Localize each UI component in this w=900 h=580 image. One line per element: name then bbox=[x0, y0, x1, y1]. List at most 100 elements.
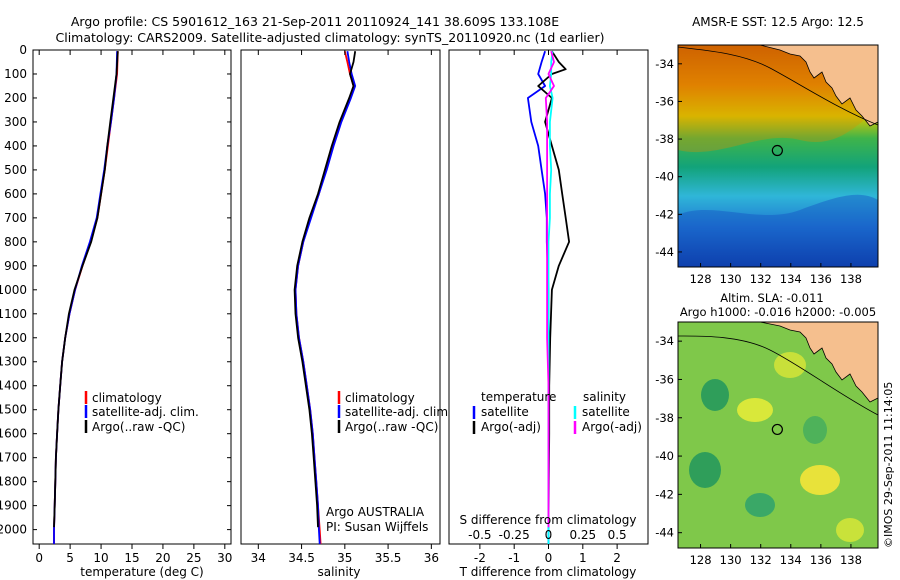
salinity-xlabel: salinity bbox=[317, 565, 360, 579]
map-lat-label: -34 bbox=[655, 57, 674, 71]
sla-anomaly bbox=[737, 398, 773, 422]
difference-legend: temperature salinity satellite Argo(-adj… bbox=[472, 390, 642, 434]
shelf-contour bbox=[678, 335, 878, 416]
depth-tick-label: 900 bbox=[4, 259, 27, 273]
x-tick-label: -1 bbox=[508, 551, 520, 565]
salinity-series bbox=[293, 50, 357, 545]
map-lat-label: -34 bbox=[655, 334, 674, 348]
x-tick-label: 1 bbox=[579, 551, 587, 565]
sla-anomaly bbox=[689, 452, 721, 488]
map-lat-label: -44 bbox=[655, 245, 674, 259]
salinity-plot-frame bbox=[240, 49, 441, 545]
map-lon-label: 132 bbox=[750, 553, 772, 567]
map-lon-label: 130 bbox=[720, 272, 742, 286]
x-tick-label: 34 bbox=[251, 551, 266, 565]
map-lat-label: -36 bbox=[655, 94, 674, 108]
depth-tick-label: 1500 bbox=[0, 403, 27, 417]
x-tick-label: 25 bbox=[186, 551, 201, 565]
depth-tick-label: 1600 bbox=[0, 427, 27, 441]
figure-title-line1: Argo profile: CS 5901612_163 21-Sep-2011… bbox=[71, 14, 559, 29]
x-tick-label: 36 bbox=[424, 551, 439, 565]
credit-text: ©IMOS 29-Sep-2011 11:14:05 bbox=[882, 382, 895, 548]
sla-map-title1: Altim. SLA: -0.011 bbox=[720, 291, 824, 305]
map-lon-label: 134 bbox=[780, 272, 802, 286]
map-lon-label: 134 bbox=[780, 553, 802, 567]
depth-tick-label: 0 bbox=[19, 43, 27, 57]
series-line-salinity-argo-adj- bbox=[544, 50, 555, 528]
sla-anomaly bbox=[745, 493, 775, 517]
x2-tick-label: 0 bbox=[545, 528, 553, 542]
x2-tick-label: 0.25 bbox=[569, 528, 596, 542]
sla-map: Altim. SLA: -0.011 Argo h1000: -0.016 h2… bbox=[655, 291, 879, 567]
legend-label-climatology: climatology bbox=[92, 391, 162, 405]
x-tick-label: 10 bbox=[93, 551, 108, 565]
series-line-argo-raw-qc- bbox=[53, 51, 119, 528]
legend-label-temp-satellite: satellite bbox=[481, 405, 529, 419]
depth-tick-label: 500 bbox=[4, 163, 27, 177]
map-lat-label: -40 bbox=[655, 170, 674, 184]
legend-label-argo: Argo(..raw -QC) bbox=[345, 420, 438, 434]
land-mass bbox=[759, 322, 878, 403]
map-lon-label: 138 bbox=[840, 553, 862, 567]
map-lat-label: -44 bbox=[655, 526, 674, 540]
salinity-panel: 34 34.5 35 35.5 36 salinity climatology sate… bbox=[240, 49, 452, 579]
difference-panel: -2 -1 0 1 2 T difference from climatology S … bbox=[448, 49, 649, 579]
map-lon-label: 128 bbox=[690, 553, 712, 567]
sla-anomaly bbox=[774, 352, 806, 378]
legend-label-climatology: climatology bbox=[345, 391, 415, 405]
map-lon-label: 128 bbox=[690, 272, 712, 286]
legend-header-temperature: temperature bbox=[481, 390, 556, 404]
x-tick-label: 15 bbox=[124, 551, 139, 565]
sst-map-ticks: 128 130 132 134 136 138 -34 -36 -38 -40 -42 -44 bbox=[655, 57, 862, 286]
depth-tick-label: 700 bbox=[4, 211, 27, 225]
sst-map: AMSR-E SST: 12.5 Argo: 12.5 128 130 132 134… bbox=[655, 15, 879, 286]
sla-map-ticks: 128 130 132 134 136 138 -34 -36 -38 -40 -42 -44 bbox=[655, 334, 862, 567]
shelf-contour bbox=[678, 46, 878, 126]
sst-map-title: AMSR-E SST: 12.5 Argo: 12.5 bbox=[692, 15, 864, 29]
sla-map-title2: Argo h1000: -0.016 h2000: -0.005 bbox=[680, 305, 876, 319]
x2-tick-label: 0.5 bbox=[608, 528, 627, 542]
temperature-series bbox=[53, 51, 119, 544]
temperature-legend: climatology satellite-adj. clim. Argo(..… bbox=[84, 391, 199, 434]
map-lat-label: -38 bbox=[655, 411, 674, 425]
depth-tick-label: 400 bbox=[4, 139, 27, 153]
temperature-plot-frame bbox=[32, 49, 232, 545]
x-tick-label: 20 bbox=[155, 551, 170, 565]
salinity-difference-ticks: -0.5 -0.25 0 0.25 0.5 bbox=[468, 528, 626, 542]
map-lon-label: 138 bbox=[840, 272, 862, 286]
depth-tick-label: 100 bbox=[4, 67, 27, 81]
legend-label-sal-argo: Argo(-adj) bbox=[582, 420, 642, 434]
x2-tick-label: -0.25 bbox=[499, 528, 530, 542]
temperature-x-ticks: 0 5 10 15 20 25 30 bbox=[35, 50, 232, 565]
x-tick-label: 35.5 bbox=[375, 551, 402, 565]
sst-cool-band bbox=[678, 194, 878, 267]
map-lon-label: 132 bbox=[750, 272, 772, 286]
map-lat-label: -40 bbox=[655, 449, 674, 463]
temperature-panel: 0100200300400500600700800900100011001200… bbox=[0, 43, 648, 579]
sla-anomaly bbox=[800, 465, 840, 495]
depth-tick-label: 2000 bbox=[0, 523, 27, 537]
map-lat-label: -36 bbox=[655, 372, 674, 386]
depth-tick-label: 1800 bbox=[0, 475, 27, 489]
sla-map-frame bbox=[677, 321, 879, 549]
sla-anomaly bbox=[701, 379, 729, 411]
legend-label-temp-argo: Argo(-adj) bbox=[481, 420, 541, 434]
depth-tick-label: 1200 bbox=[0, 331, 27, 345]
map-lon-label: 136 bbox=[810, 272, 832, 286]
x-tick-label: 0 bbox=[35, 551, 43, 565]
depth-tick-label: 600 bbox=[4, 187, 27, 201]
legend-header-salinity: salinity bbox=[583, 390, 626, 404]
temperature-xlabel: temperature (deg C) bbox=[80, 565, 203, 579]
legend-label-satellite: satellite-adj. clim. bbox=[92, 405, 199, 419]
difference-x-ticks: -2 -1 0 1 2 bbox=[474, 50, 621, 565]
depth-tick-label: 1700 bbox=[0, 451, 27, 465]
sla-anomaly bbox=[836, 518, 864, 542]
x-tick-label: -2 bbox=[474, 551, 486, 565]
legend-label-sal-satellite: satellite bbox=[582, 405, 630, 419]
sla-anomaly bbox=[803, 416, 827, 444]
depth-tick-label: 1000 bbox=[0, 283, 27, 297]
figure-title-line2: Climatology: CARS2009. Satellite-adjuste… bbox=[56, 30, 605, 45]
x-tick-label: 5 bbox=[66, 551, 74, 565]
sst-map-frame bbox=[677, 44, 879, 268]
